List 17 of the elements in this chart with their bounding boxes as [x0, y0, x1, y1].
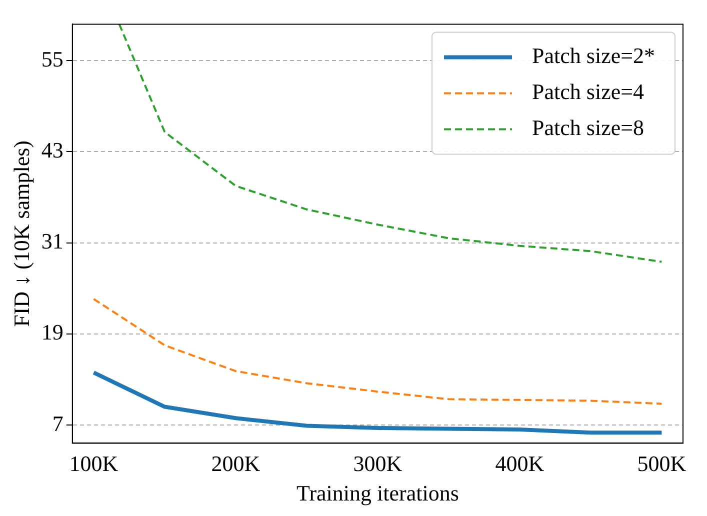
legend-label: Patch size=4	[532, 78, 644, 104]
x-tick-label: 500K	[637, 451, 686, 476]
x-axis-title: Training iterations	[296, 480, 459, 506]
line-series	[92, 298, 663, 405]
legend-label: Patch size=8	[532, 114, 644, 140]
y-tick-label: 31	[41, 228, 64, 254]
legend-label: Patch size=2*	[532, 42, 656, 68]
x-tick-label: 400K	[495, 451, 544, 476]
y-tick-label: 19	[41, 320, 64, 345]
y-tick-label: 55	[41, 46, 64, 72]
y-tick-label: 43	[41, 138, 64, 163]
x-tick-label: 100K	[69, 451, 118, 476]
y-tick-label: 7	[52, 410, 64, 436]
y-axis-title: FID ↓ (10K samples)	[8, 140, 34, 327]
x-tick-label: 200K	[211, 451, 260, 476]
line-series	[118, 23, 663, 263]
x-tick-label: 300K	[353, 451, 402, 476]
